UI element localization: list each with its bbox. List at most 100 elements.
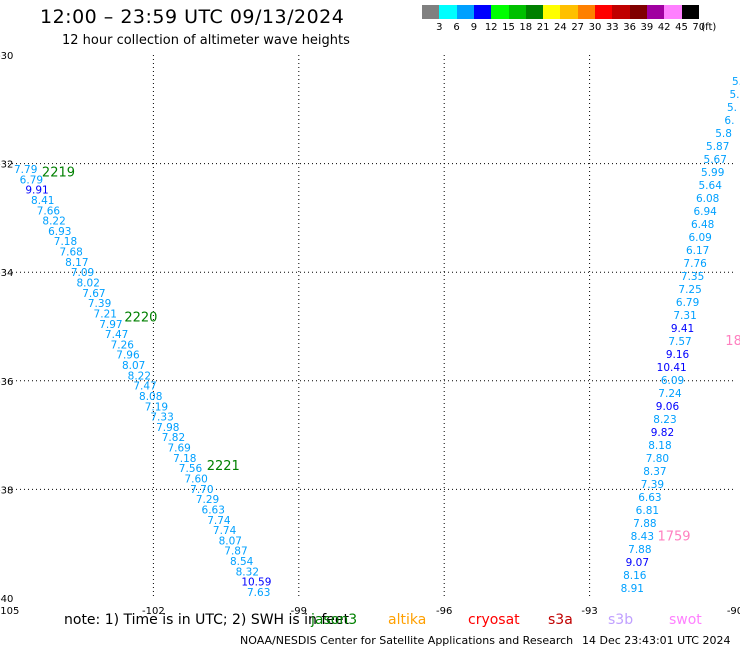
wave-height-reading: 7.88 (628, 544, 651, 556)
wave-height-reading: 7.63 (247, 587, 270, 599)
wave-height-reading: 7.67 (82, 288, 105, 300)
wave-height-reading: 6. (724, 115, 734, 127)
wave-height-reading: 6.17 (686, 245, 709, 257)
wave-height-reading: 8.41 (31, 195, 54, 207)
wave-height-reading: 7.74 (213, 525, 237, 537)
lat-label: -36 (0, 377, 13, 388)
wave-height-reading: 6.79 (676, 297, 699, 309)
wave-height-reading: 7.21 (94, 308, 117, 320)
wave-height-reading: 6.81 (636, 505, 659, 517)
wave-height-reading: 6.93 (48, 226, 71, 238)
track-left: 7.796.799.918.417.668.226.937.187.688.17… (14, 164, 271, 599)
satellite-swot: swot (669, 612, 702, 628)
wave-height-reading: 9.91 (25, 185, 48, 197)
scale-label: 33 (605, 22, 619, 33)
wave-height-reading: 5.87 (706, 141, 729, 153)
wave-height-reading: 6.09 (688, 232, 711, 244)
wave-height-reading: 8.08 (139, 391, 162, 403)
generated-timestamp: 14 Dec 23:43:01 UTC 2024 (582, 634, 731, 647)
scale-label: 9 (470, 22, 478, 33)
scale-swatch (525, 5, 544, 19)
wave-height-reading: 8.91 (621, 583, 644, 595)
wave-height-reading: 7.25 (678, 284, 701, 296)
satellite-s3a: s3a (548, 612, 573, 628)
lon-label: -90 (727, 606, 740, 617)
wave-height-reading: 7.76 (683, 258, 707, 270)
lon-label: -93 (581, 606, 597, 617)
wave-height-reading: 7.68 (59, 247, 82, 259)
wave-height-reading: 7.47 (133, 381, 156, 393)
lon-label: -96 (436, 606, 452, 617)
scale-label: 45 (675, 22, 688, 33)
wave-height-reading: 7.60 (184, 474, 207, 486)
footer-note: note: 1) Time is in UTC; 2) SWH is in fe… (64, 612, 350, 628)
wave-height-reading: 6.08 (696, 193, 719, 205)
track-time-label: 2221 (207, 459, 240, 474)
wave-height-reading: 7.56 (179, 463, 203, 475)
credit-line: NOAA/NESDIS Center for Satellite Applica… (240, 634, 574, 647)
wave-height-reading: 9.16 (666, 349, 690, 361)
wave-height-reading: 8.22 (42, 216, 65, 228)
scale-label: 12 (484, 22, 498, 33)
wave-height-reading: 6.63 (638, 492, 661, 504)
wave-height-reading: 5.8 (715, 128, 732, 140)
wave-height-reading: 8.17 (65, 257, 88, 269)
map-grid (8, 55, 735, 598)
scale-label: 42 (657, 22, 671, 33)
map-subtitle: 12 hour collection of altimeter wave hei… (62, 33, 350, 48)
scale-label: 18 (519, 22, 533, 33)
wave-height-reading: 7.98 (156, 422, 179, 434)
wave-height-reading: 6.63 (202, 504, 225, 516)
wave-height-reading: 8.22 (128, 370, 151, 382)
scale-swatch (560, 5, 579, 19)
wave-height-reading: 5.99 (701, 167, 724, 179)
scale-label: 27 (571, 22, 585, 33)
wave-height-reading: 10.41 (657, 362, 687, 374)
scale-swatch (473, 5, 492, 19)
lat-label: -34 (0, 268, 13, 279)
wave-height-reading: 7.09 (71, 267, 94, 279)
satellite-altika: altika (388, 612, 427, 628)
track-time-label: 1759 (657, 530, 690, 545)
wave-height-reading: 7.24 (658, 388, 682, 400)
scale-swatch (543, 5, 561, 19)
wave-height-reading: 7.47 (105, 329, 128, 341)
wave-height-reading: 8.54 (230, 556, 254, 568)
scale-swatch (681, 5, 700, 19)
wave-height-reading: 7.57 (668, 336, 691, 348)
wave-height-reading: 7.97 (99, 319, 122, 331)
scale-label: 39 (640, 22, 654, 33)
wave-height-reading: 6.48 (691, 219, 714, 231)
scale-swatch (577, 5, 596, 19)
wave-height-reading: 5. (727, 102, 737, 114)
wave-height-reading: 7.80 (646, 453, 669, 465)
wave-height-reading: 7.39 (88, 298, 111, 310)
scale-swatch (508, 5, 527, 19)
wave-height-reading: 8.07 (122, 360, 145, 372)
wave-height-reading: 7.29 (196, 494, 219, 506)
scale-swatch (646, 5, 665, 19)
lon-label: -105 (0, 606, 19, 617)
wave-height-reading: 7.79 (14, 164, 37, 176)
wave-height-reading: 7.69 (167, 443, 190, 455)
wave-height-reading: 5. (729, 89, 739, 101)
scale-label: 36 (623, 22, 636, 33)
wave-height-reading: 7.35 (681, 271, 704, 283)
track-right: 5.5.5.6.5.85.875.675.995.646.086.946.486… (621, 76, 740, 595)
wave-height-reading: 7.87 (224, 546, 247, 558)
wave-height-reading: 6.79 (20, 174, 43, 186)
wave-height-reading: 5. (732, 76, 740, 88)
wave-height-reading: 7.31 (673, 310, 696, 322)
lat-label: -30 (0, 51, 13, 62)
wave-height-reading: 9.82 (651, 427, 674, 439)
wave-height-reading: 6.94 (693, 206, 717, 218)
wave-height-reading: 9.06 (656, 401, 680, 413)
track-time-label: 1800 (725, 334, 740, 349)
wave-height-reading: 7.66 (37, 205, 61, 217)
wave-height-reading: 10.59 (241, 577, 271, 589)
lon-label: -102 (142, 606, 165, 617)
scale-swatch (439, 5, 458, 19)
scale-label: 30 (588, 22, 602, 33)
wave-height-reading: 8.37 (643, 466, 666, 478)
